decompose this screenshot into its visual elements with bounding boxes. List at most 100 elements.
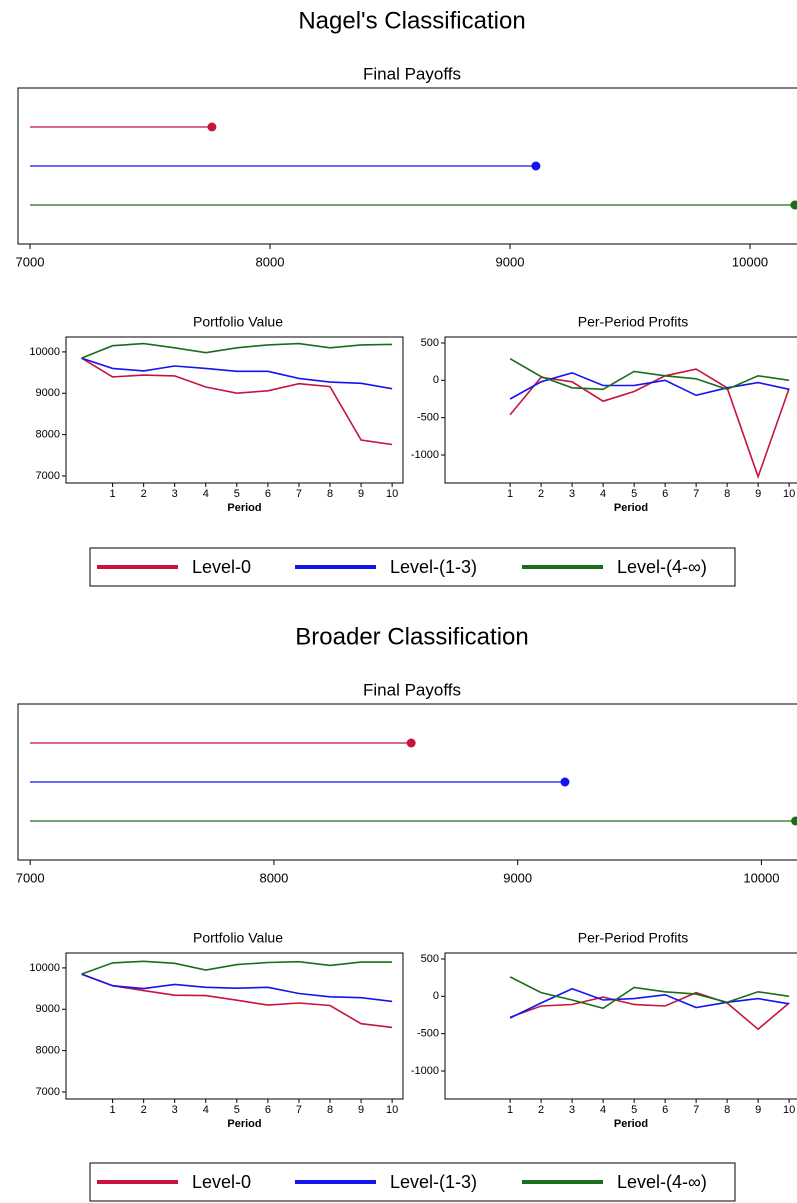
x-tick-label: 9 <box>755 1104 761 1116</box>
x-tick-label: 8000 <box>259 870 288 885</box>
x-tick-label: 1 <box>110 488 116 500</box>
x-tick-label: 10 <box>386 1104 398 1116</box>
series-line <box>81 357 393 390</box>
x-tick-label: 8 <box>327 1104 333 1116</box>
dot <box>790 200 797 210</box>
y-tick-label: 500 <box>421 953 439 965</box>
legend-label: Level-(4-∞) <box>617 557 707 577</box>
dot <box>791 816 797 826</box>
x-tick-label: 1 <box>507 488 513 500</box>
y-tick-label: -1000 <box>411 1065 439 1077</box>
x-tick-label: 9 <box>358 488 364 500</box>
chart-title: Per-Period Profits <box>578 930 688 946</box>
y-tick-label: 500 <box>421 337 439 349</box>
x-tick-label: 3 <box>172 1104 178 1116</box>
x-tick-label: 4 <box>203 488 209 500</box>
x-tick-label: 6 <box>265 1104 271 1116</box>
y-tick-label: 8000 <box>36 1045 60 1057</box>
x-tick-label: 3 <box>569 488 575 500</box>
x-axis-label: Period <box>227 1118 261 1130</box>
x-tick-label: 9 <box>358 1104 364 1116</box>
x-tick-label: 7 <box>693 488 699 500</box>
legend-label: Level-(1-3) <box>390 1172 477 1192</box>
y-tick-label: 9000 <box>36 1003 60 1015</box>
x-tick-label: 6 <box>265 488 271 500</box>
legend-label: Level-(1-3) <box>390 557 477 577</box>
x-tick-label: 5 <box>631 1104 637 1116</box>
x-tick-label: 4 <box>600 488 606 500</box>
chart-title: Portfolio Value <box>193 930 283 946</box>
dot <box>207 122 217 132</box>
section-heading: Broader Classification <box>295 623 528 650</box>
chart-title: Portfolio Value <box>193 314 283 330</box>
dot <box>560 777 570 787</box>
x-tick-label: 3 <box>569 1104 575 1116</box>
x-axis-label: Period <box>227 502 261 514</box>
x-tick-label: 9000 <box>503 870 532 885</box>
x-tick-label: 1 <box>110 1104 116 1116</box>
plot-frame <box>444 336 797 484</box>
series-line <box>81 960 393 975</box>
x-tick-label: 4 <box>600 1104 606 1116</box>
x-tick-label: 8 <box>724 488 730 500</box>
x-tick-label: 7000 <box>16 254 45 269</box>
dot <box>531 161 541 171</box>
x-tick-label: 6 <box>662 1104 668 1116</box>
x-tick-label: 7 <box>693 1104 699 1116</box>
series-line <box>509 987 790 1019</box>
x-tick-label: 9000 <box>496 254 525 269</box>
section-heading: Nagel's Classification <box>298 7 525 34</box>
chart-title: Per-Period Profits <box>578 314 688 330</box>
legend-frame <box>89 547 736 587</box>
y-tick-label: 7000 <box>36 470 60 482</box>
x-axis-label: Period <box>614 1118 648 1130</box>
x-axis-label: Period <box>614 502 648 514</box>
series-line <box>509 976 790 1010</box>
plot-frame <box>17 87 797 245</box>
x-tick-label: 7 <box>296 488 302 500</box>
y-tick-label: 9000 <box>36 387 60 399</box>
y-tick-label: -1000 <box>411 449 439 461</box>
x-tick-label: 6 <box>662 488 668 500</box>
legend-label: Level-0 <box>192 557 251 577</box>
y-tick-label: 0 <box>433 374 439 386</box>
dot <box>406 738 416 748</box>
y-tick-label: 7000 <box>36 1086 60 1098</box>
x-tick-label: 5 <box>234 488 240 500</box>
x-tick-label: 8 <box>724 1104 730 1116</box>
y-tick-label: -500 <box>417 412 439 424</box>
legend-label: Level-0 <box>192 1172 251 1192</box>
plot-frame <box>17 703 797 861</box>
series-line <box>509 368 790 480</box>
y-tick-label: 8000 <box>36 429 60 441</box>
x-tick-label: 3 <box>172 488 178 500</box>
series-line <box>81 973 393 1029</box>
chart-title: Final Payoffs <box>363 64 461 83</box>
series-line <box>81 357 393 446</box>
series-line <box>81 342 393 359</box>
x-tick-label: 10 <box>783 488 795 500</box>
x-tick-label: 2 <box>141 488 147 500</box>
chart-title: Final Payoffs <box>363 680 461 699</box>
series-line <box>509 371 790 400</box>
x-tick-label: 10000 <box>743 870 779 885</box>
x-tick-label: 2 <box>538 1104 544 1116</box>
x-tick-label: 1 <box>507 1104 513 1116</box>
legend-frame <box>89 1162 736 1202</box>
x-tick-label: 8000 <box>256 254 285 269</box>
x-tick-label: 2 <box>141 1104 147 1116</box>
x-tick-label: 9 <box>755 488 761 500</box>
x-tick-label: 10000 <box>732 254 768 269</box>
x-tick-label: 5 <box>234 1104 240 1116</box>
series-line <box>509 358 790 391</box>
plot-frame <box>65 336 404 484</box>
y-tick-label: 0 <box>433 990 439 1002</box>
plot-frame <box>65 952 404 1100</box>
x-tick-label: 8 <box>327 488 333 500</box>
series-line <box>81 973 393 1003</box>
x-tick-label: 7000 <box>16 870 45 885</box>
x-tick-label: 5 <box>631 488 637 500</box>
x-tick-label: 4 <box>203 1104 209 1116</box>
x-tick-label: 10 <box>386 488 398 500</box>
